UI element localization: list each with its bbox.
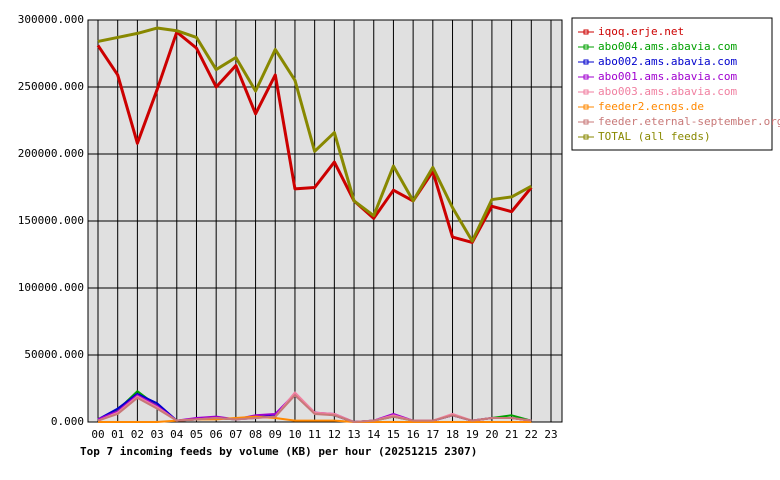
x-tick-label: 02 xyxy=(131,428,144,441)
x-tick-label: 22 xyxy=(525,428,538,441)
y-tick-label: 250000.000 xyxy=(18,80,84,93)
x-tick-label: 00 xyxy=(91,428,104,441)
legend-label: abo001.ams.abavia.com xyxy=(598,70,737,83)
x-tick-label: 07 xyxy=(229,428,242,441)
x-tick-label: 21 xyxy=(505,428,518,441)
x-tick-label: 12 xyxy=(328,428,341,441)
legend-box xyxy=(571,17,773,151)
x-tick-label: 18 xyxy=(446,428,459,441)
series-line xyxy=(96,30,533,244)
x-tick-label: 05 xyxy=(190,428,203,441)
y-tick-label: 200000.000 xyxy=(18,147,84,160)
x-tick-label: 19 xyxy=(466,428,479,441)
series-line xyxy=(97,26,533,243)
x-tick-label: 20 xyxy=(485,428,498,441)
x-tick-label: 03 xyxy=(150,428,163,441)
legend-label: abo004.ams.abavia.com xyxy=(598,40,737,53)
series-line xyxy=(98,415,532,423)
x-tick-label: 17 xyxy=(426,428,439,441)
legend-label: feeder2.ecngs.de xyxy=(598,100,704,113)
x-tick-label: 08 xyxy=(249,428,262,441)
legend-marker xyxy=(583,104,589,110)
y-tick-label: 300000.000 xyxy=(18,13,84,26)
legend-label: abo003.ams.abavia.com xyxy=(598,85,737,98)
x-axis-label: Top 7 incoming feeds by volume (KB) per … xyxy=(80,445,477,458)
x-tick-label: 15 xyxy=(387,428,400,441)
x-tick-label: 16 xyxy=(407,428,420,441)
x-tick-label: 13 xyxy=(347,428,360,441)
x-tick-label: 11 xyxy=(308,428,321,441)
legend-marker xyxy=(583,89,589,95)
legend-label: abo002.ams.abavia.com xyxy=(598,55,737,68)
x-tick-label: 06 xyxy=(210,428,223,441)
x-tick-label: 09 xyxy=(269,428,282,441)
x-tick-label: 23 xyxy=(544,428,557,441)
legend-label: feeder.eternal-september.org xyxy=(598,115,780,128)
legend-label: iqoq.erje.net xyxy=(598,25,684,38)
legend-marker xyxy=(583,74,589,80)
legend-marker xyxy=(583,134,589,140)
x-tick-label: 01 xyxy=(111,428,124,441)
legend-label: TOTAL (all feeds) xyxy=(598,130,711,143)
y-tick-label: 100000.000 xyxy=(18,281,84,294)
x-tick-label: 14 xyxy=(367,428,381,441)
legend-marker xyxy=(583,119,589,125)
x-tick-label: 10 xyxy=(288,428,301,441)
y-tick-label: 150000.000 xyxy=(18,214,84,227)
x-tick-label: 04 xyxy=(170,428,184,441)
legend-marker xyxy=(583,44,589,50)
legend-marker xyxy=(583,29,589,35)
y-tick-label: 50000.000 xyxy=(24,348,84,361)
legend-marker xyxy=(583,59,589,65)
y-tick-label: 0.000 xyxy=(51,415,84,428)
series-line xyxy=(97,394,532,423)
